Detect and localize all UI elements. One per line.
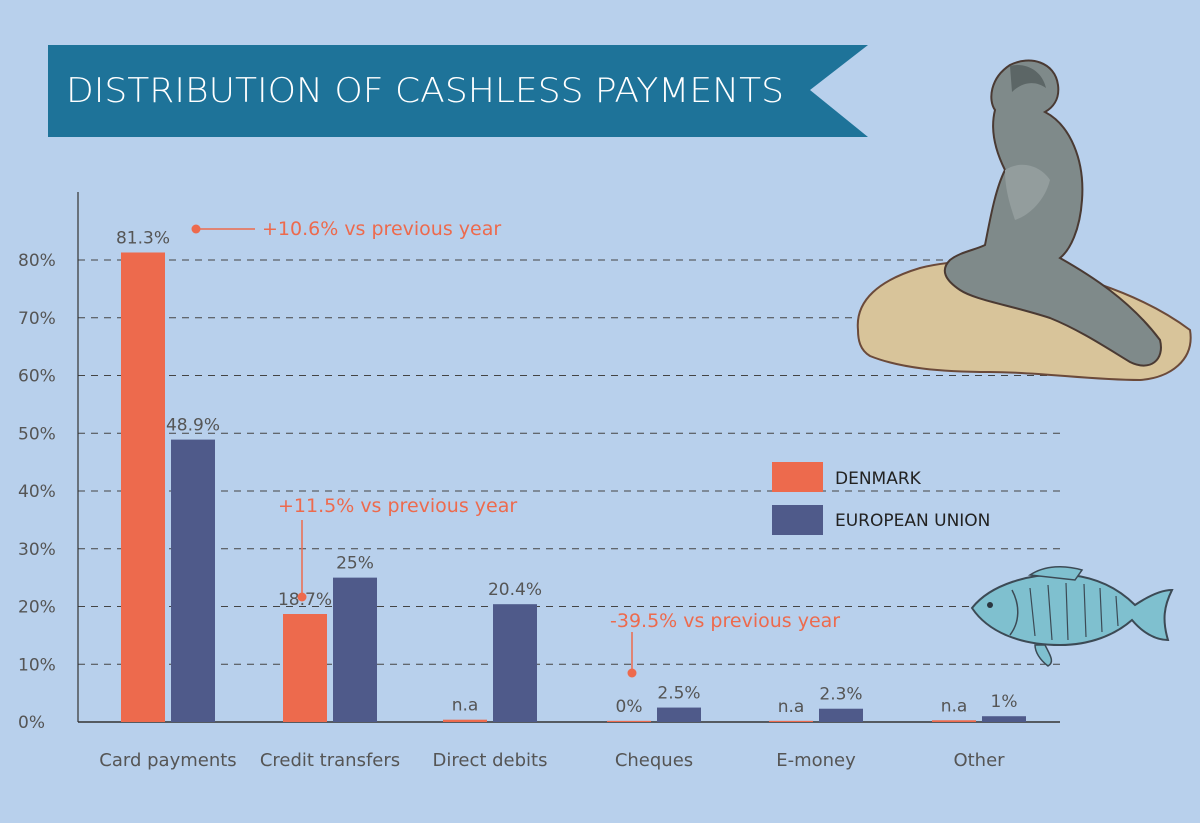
data-label: 48.9%: [166, 416, 220, 436]
x-tick-label: Other: [953, 750, 1005, 771]
data-label: 1%: [991, 692, 1018, 712]
bar-denmark: [932, 720, 976, 722]
data-label: 2.5%: [657, 684, 700, 704]
data-label: n.a: [941, 696, 968, 716]
annotation-text: +11.5% vs previous year: [278, 495, 517, 517]
y-tick-label: 50%: [18, 424, 56, 444]
legend: DENMARK EUROPEAN UNION: [772, 462, 990, 535]
data-label: 81.3%: [116, 228, 170, 248]
y-tick-label: 60%: [18, 367, 56, 387]
bar-eu: [819, 708, 863, 722]
bar-labels: 81.3%48.9%18.7%25%n.a20.4%0%2.5%n.a2.3%n…: [116, 228, 1018, 716]
chart-title: DISTRIBUTION OF CASHLESS PAYMENTS: [66, 71, 784, 111]
legend-label-denmark: DENMARK: [835, 469, 922, 489]
annotation-cheques: -39.5% vs previous year: [610, 610, 840, 678]
bar-eu: [982, 716, 1026, 722]
x-tick-label: Direct debits: [433, 750, 548, 771]
data-label: n.a: [778, 697, 805, 717]
x-tick-label: Card payments: [99, 750, 236, 771]
y-tick-label: 30%: [18, 540, 56, 560]
annotation-credit-transfers: +11.5% vs previous year: [278, 495, 517, 602]
bar-denmark: [121, 252, 165, 722]
y-axis-ticks: 0% 10% 20% 30% 40% 50% 60% 70% 80%: [18, 251, 56, 733]
data-label: n.a: [452, 696, 479, 716]
bar-denmark: [769, 720, 813, 722]
x-tick-label: E-money: [776, 750, 856, 771]
bar-eu: [657, 707, 701, 722]
legend-swatch-denmark: [772, 462, 823, 492]
y-tick-label: 0%: [18, 713, 45, 733]
bar-eu: [171, 439, 215, 722]
x-tick-label: Cheques: [615, 750, 693, 771]
x-axis-labels: Card payments Credit transfers Direct debi…: [99, 750, 1005, 771]
annotation-text: -39.5% vs previous year: [610, 610, 840, 632]
legend-label-eu: EUROPEAN UNION: [835, 511, 990, 531]
y-tick-label: 70%: [18, 309, 56, 329]
bar-denmark: [283, 614, 327, 722]
y-tick-label: 20%: [18, 598, 56, 618]
data-label: 2.3%: [819, 685, 862, 705]
annotation-text: +10.6% vs previous year: [262, 218, 501, 240]
legend-swatch-eu: [772, 505, 823, 535]
x-tick-label: Credit transfers: [260, 750, 400, 771]
bar-eu: [333, 577, 377, 722]
annotation-card-payments: +10.6% vs previous year: [191, 218, 501, 240]
bar-denmark: [443, 719, 487, 722]
y-tick-label: 80%: [18, 251, 56, 271]
fish: [970, 565, 1174, 667]
bar-denmark: [607, 720, 651, 722]
data-label: 0%: [616, 697, 643, 717]
data-label: 20.4%: [488, 580, 542, 600]
y-tick-label: 40%: [18, 482, 56, 502]
data-label: 25%: [336, 554, 374, 574]
bar-eu: [493, 604, 537, 722]
bars: [121, 252, 1026, 722]
title-banner: DISTRIBUTION OF CASHLESS PAYMENTS: [48, 45, 868, 137]
y-tick-label: 10%: [18, 655, 56, 675]
little-mermaid-statue: [856, 59, 1192, 382]
